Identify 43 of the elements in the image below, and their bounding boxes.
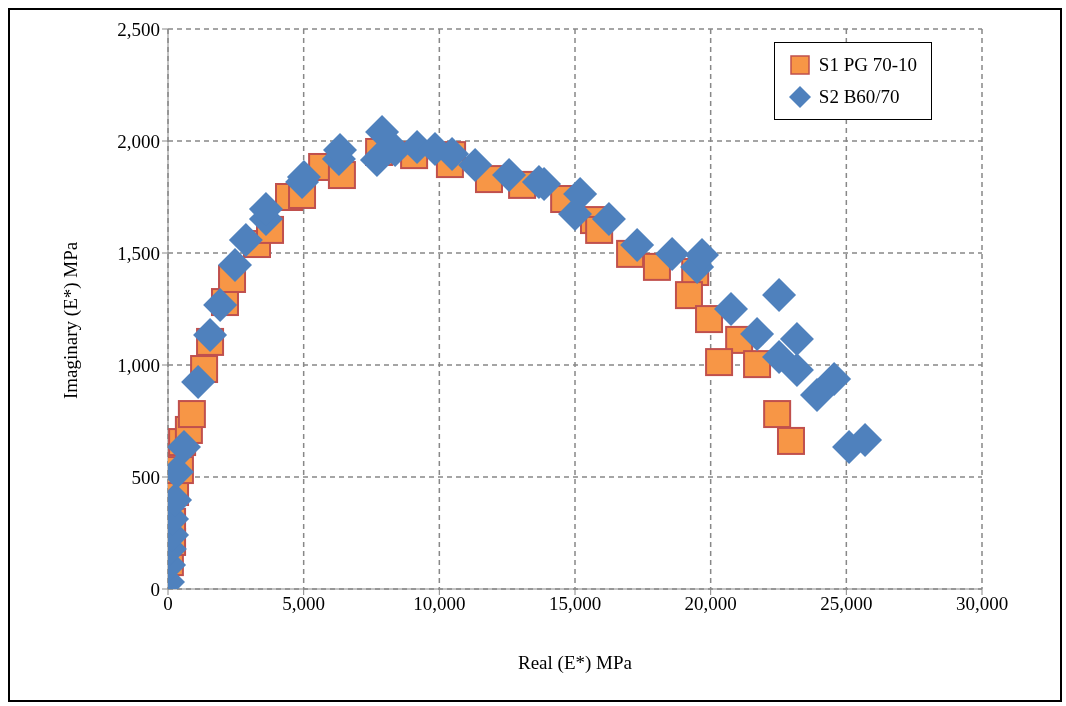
point (228, 223, 263, 258)
y-tick-label: 2,000 (117, 130, 160, 152)
point (695, 305, 724, 334)
point (800, 378, 835, 413)
point (203, 287, 238, 322)
y-tick-label: 2,500 (117, 18, 160, 40)
x-tick-label: 25,000 (820, 593, 873, 615)
x-tick-label: 15,000 (548, 593, 602, 615)
point (743, 350, 772, 379)
point (740, 317, 775, 352)
point (492, 158, 527, 193)
x-tick-label: 30,000 (955, 593, 1009, 615)
point (177, 400, 206, 429)
x-axis-title: Real (E*) MPa (518, 652, 633, 674)
legend-label: S2 B60/70 (818, 85, 900, 109)
point (674, 281, 703, 310)
point (705, 348, 734, 377)
point (763, 400, 792, 429)
point (458, 147, 493, 182)
x-tick-label: 20,000 (684, 593, 737, 615)
point (714, 292, 749, 326)
x-tick-label: 10,000 (413, 593, 466, 615)
point (218, 248, 253, 283)
x-tick-label: 5,000 (282, 593, 326, 615)
point (776, 426, 805, 455)
point (181, 365, 216, 400)
point (655, 236, 690, 271)
point (779, 322, 814, 357)
y-tick-label: 1,500 (117, 242, 160, 264)
y-axis-title: Imaginary (E*) MPa (59, 241, 82, 399)
y-tick-label: 1,000 (117, 354, 160, 376)
point (365, 115, 400, 150)
point (168, 429, 202, 464)
point (193, 317, 228, 352)
legend-label: S1 PG 70-10 (818, 53, 917, 77)
point (762, 278, 797, 313)
point (591, 201, 626, 236)
y-tick-label: 0 (150, 578, 160, 600)
y-tick-label: 500 (131, 466, 160, 488)
point (762, 339, 797, 374)
point (620, 227, 655, 262)
point (779, 352, 814, 387)
point (817, 361, 852, 396)
